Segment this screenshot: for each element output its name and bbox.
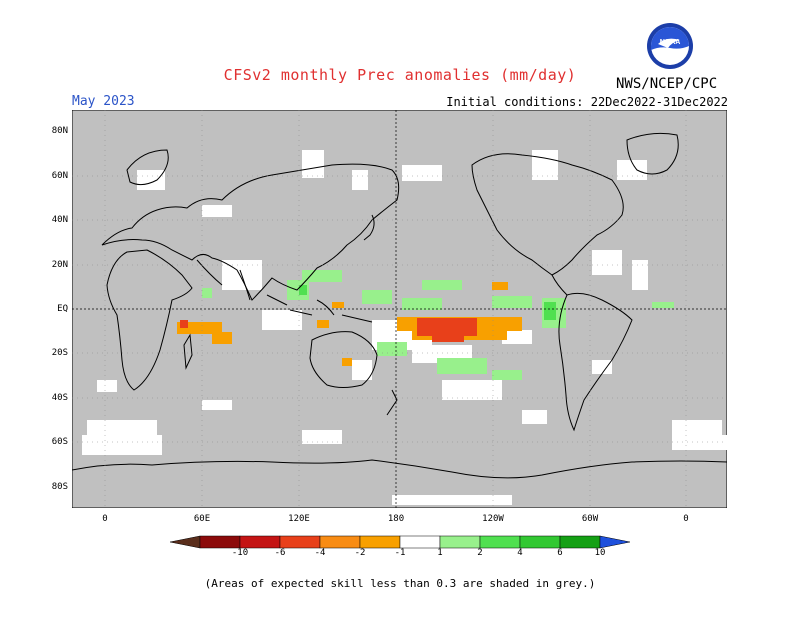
negative-anomaly-medium: [180, 318, 477, 342]
colorbar-cell: [279, 535, 321, 549]
colorbar-label: -10: [231, 548, 249, 558]
colorbar-cell: [559, 535, 601, 549]
gridlines: [72, 110, 727, 508]
colorbar-cell: [519, 535, 561, 549]
skill-footnote: (Areas of expected skill less than 0.3 a…: [204, 577, 596, 590]
lon-label: 120W: [482, 514, 504, 524]
colorbar-end-high: [599, 535, 630, 549]
precip-anomaly-map: [72, 110, 727, 508]
initial-conditions-label: Initial conditions: 22Dec2022-31Dec2022: [446, 95, 728, 109]
lat-label: 80S: [51, 482, 68, 492]
lon-label: 0: [683, 514, 689, 524]
lon-label: 0: [102, 514, 108, 524]
colorbar-label: -1: [394, 548, 406, 558]
white-patches: [82, 150, 727, 505]
colorbar-label: 1: [437, 548, 443, 558]
lat-label: EQ: [57, 304, 68, 314]
chart-title: CFSv2 monthly Prec anomalies (mm/day): [223, 66, 577, 84]
lon-label: 60W: [581, 514, 599, 524]
lon-label: 60E: [193, 514, 211, 524]
colorbar-label: -4: [314, 548, 326, 558]
colorbar-cell: [399, 535, 441, 549]
colorbar-label: 10: [594, 548, 606, 558]
colorbar-cell: [439, 535, 481, 549]
lon-label: 180: [387, 514, 405, 524]
lat-label: 20N: [51, 260, 68, 270]
colorbar-cell: [199, 535, 241, 549]
lat-label: 40N: [51, 215, 68, 225]
colorbar-label: -6: [274, 548, 286, 558]
coastlines: [72, 132, 727, 479]
colorbar-label: 6: [557, 548, 563, 558]
lat-label: 60N: [51, 171, 68, 181]
colorbar-label: 2: [477, 548, 483, 558]
lat-label: 40S: [51, 393, 68, 403]
lat-label: 60S: [51, 437, 68, 447]
valid-month-label: May 2023: [72, 94, 135, 109]
lat-label: 20S: [51, 348, 68, 358]
colorbar-end-low: [170, 535, 201, 549]
colorbar-cell: [319, 535, 361, 549]
lon-label: 120E: [288, 514, 310, 524]
colorbar-cell: [239, 535, 281, 549]
colorbar-label: 4: [517, 548, 523, 558]
noaa-logo-icon: NOAA: [647, 23, 693, 69]
lat-label: 80N: [51, 126, 68, 136]
svg-text:NOAA: NOAA: [660, 39, 681, 46]
colorbar-cell: [359, 535, 401, 549]
agency-label: NWS/NCEP/CPC: [616, 76, 718, 92]
positive-anomaly-medium: [299, 285, 556, 320]
colorbar: [170, 535, 630, 549]
colorbar-cell: [479, 535, 521, 549]
colorbar-label: -2: [354, 548, 366, 558]
